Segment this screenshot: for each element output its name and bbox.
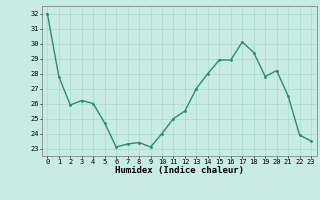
X-axis label: Humidex (Indice chaleur): Humidex (Indice chaleur) xyxy=(115,166,244,175)
